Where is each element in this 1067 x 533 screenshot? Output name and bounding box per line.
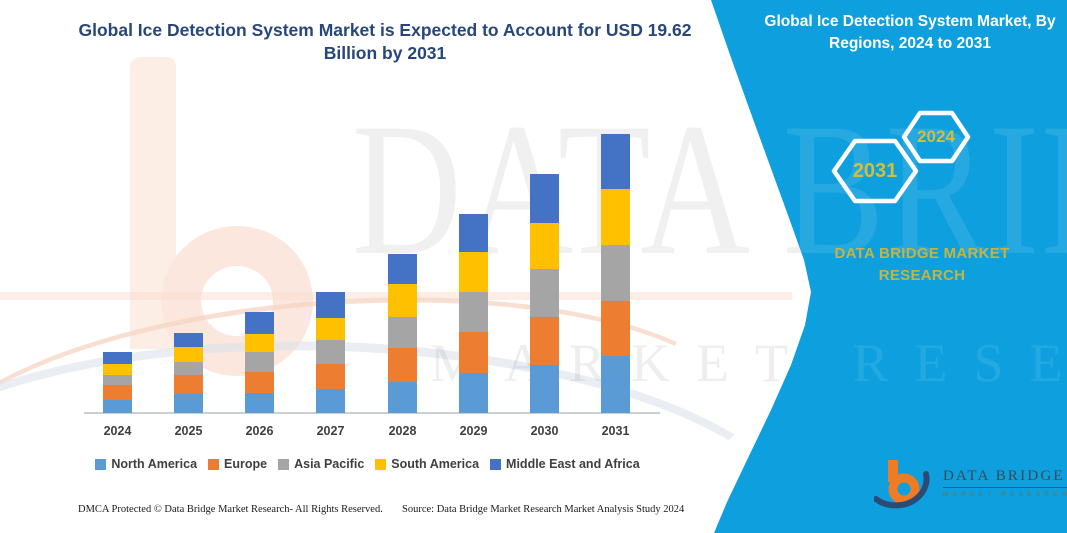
bar-segment-europe-2027 bbox=[316, 364, 345, 389]
company-logo: DATA BRIDGE MARKET RESEARCH bbox=[874, 452, 1067, 514]
bar-segment-middle-east-and-africa-2029 bbox=[459, 214, 488, 253]
legend-item-south-america: South America bbox=[375, 457, 479, 471]
page-title: Global Ice Detection System Market is Ex… bbox=[78, 20, 692, 64]
bar-segment-south-america-2031 bbox=[601, 189, 630, 246]
legend-label-south-america: South America bbox=[391, 457, 480, 471]
x-axis-label-2030: 2030 bbox=[530, 424, 559, 438]
hexagon-2031: 2031 bbox=[831, 136, 919, 206]
legend-swatch-asia-pacific bbox=[278, 458, 290, 470]
bar-segment-south-america-2030 bbox=[530, 222, 559, 269]
panel-brand-line2: RESEARCH bbox=[878, 266, 966, 284]
bar-segment-asia-pacific-2029 bbox=[459, 292, 488, 333]
bar-segment-europe-2029 bbox=[459, 332, 488, 374]
bar-segment-middle-east-and-africa-2028 bbox=[388, 253, 417, 285]
legend-item-north-america: North America bbox=[95, 457, 197, 471]
x-axis-line bbox=[84, 412, 660, 414]
bar-segment-asia-pacific-2028 bbox=[388, 316, 417, 349]
logo-subtitle: MARKET RESEARCH bbox=[943, 491, 1067, 498]
legend-label-middle-east-and-africa: Middle East and Africa bbox=[506, 457, 640, 471]
panel-brand-text: DATA BRIDGE MARKET RESEARCH bbox=[772, 243, 1067, 287]
bar-segment-middle-east-and-africa-2026 bbox=[245, 311, 274, 334]
bar-segment-south-america-2026 bbox=[245, 333, 274, 352]
legend-label-asia-pacific: Asia Pacific bbox=[294, 457, 365, 471]
legend-swatch-middle-east-and-africa bbox=[490, 458, 502, 470]
legend-label-north-america: North America bbox=[111, 457, 198, 471]
bar-segment-europe-2025 bbox=[174, 374, 203, 394]
legend-swatch-north-america bbox=[95, 458, 107, 470]
bar-segment-asia-pacific-2031 bbox=[601, 245, 630, 302]
x-axis-label-2029: 2029 bbox=[459, 424, 488, 438]
bar-segment-middle-east-and-africa-2024 bbox=[103, 351, 132, 365]
hexagon-2031-label: 2031 bbox=[852, 159, 898, 182]
bar-segment-south-america-2029 bbox=[459, 252, 488, 293]
bar-segment-asia-pacific-2024 bbox=[103, 374, 132, 386]
bar-segment-middle-east-and-africa-2031 bbox=[601, 134, 630, 190]
bar-segment-north-america-2030 bbox=[530, 365, 559, 413]
x-axis-label-2028: 2028 bbox=[388, 424, 417, 438]
bar-segment-europe-2026 bbox=[245, 371, 274, 393]
bar-segment-north-america-2026 bbox=[245, 392, 274, 413]
bar-segment-south-america-2028 bbox=[388, 284, 417, 317]
logo-text: DATA BRIDGE MARKET RESEARCH bbox=[943, 468, 1067, 498]
legend-swatch-europe bbox=[208, 458, 220, 470]
bar-segment-south-america-2027 bbox=[316, 318, 345, 340]
x-axis-label-2025: 2025 bbox=[174, 424, 203, 438]
data-bridge-logo-icon bbox=[874, 460, 930, 509]
footer-copyright: DMCA Protected © Data Bridge Market Rese… bbox=[78, 504, 383, 515]
logo-title: DATA BRIDGE bbox=[943, 468, 1067, 488]
hexagon-2024: 2024 bbox=[901, 109, 971, 165]
bar-segment-middle-east-and-africa-2027 bbox=[316, 292, 345, 318]
bar-segment-europe-2028 bbox=[388, 348, 417, 382]
bar-segment-middle-east-and-africa-2030 bbox=[530, 173, 559, 223]
bar-segment-asia-pacific-2026 bbox=[245, 351, 274, 372]
x-axis-label-2026: 2026 bbox=[245, 424, 274, 438]
bar-segment-south-america-2024 bbox=[103, 364, 132, 375]
hexagon-icon bbox=[901, 110, 971, 164]
panel-heading: Global Ice Detection System Market, By R… bbox=[764, 13, 1056, 52]
x-axis-label-2031: 2031 bbox=[601, 424, 630, 438]
legend-item-europe: Europe bbox=[208, 457, 267, 471]
bar-segment-asia-pacific-2027 bbox=[316, 339, 345, 365]
bar-segment-europe-2031 bbox=[601, 301, 630, 357]
legend-swatch-south-america bbox=[375, 458, 387, 470]
x-axis-label-2027: 2027 bbox=[316, 424, 345, 438]
bar-segment-asia-pacific-2030 bbox=[530, 269, 559, 318]
legend-label-europe: Europe bbox=[224, 457, 268, 471]
legend-item-middle-east-and-africa: Middle East and Africa bbox=[490, 457, 640, 471]
bar-segment-north-america-2024 bbox=[103, 400, 132, 413]
bar-segment-north-america-2031 bbox=[601, 356, 630, 413]
bar-segment-north-america-2028 bbox=[388, 381, 417, 413]
legend-item-asia-pacific: Asia Pacific bbox=[278, 457, 364, 471]
bar-segment-north-america-2029 bbox=[459, 373, 488, 413]
chart-legend: North America Europe Asia Pacific South Ame… bbox=[55, 457, 680, 471]
bar-segment-south-america-2025 bbox=[174, 347, 203, 362]
hexagon-icon bbox=[831, 138, 919, 204]
bar-segment-asia-pacific-2025 bbox=[174, 362, 203, 375]
hexagon-2024-label: 2024 bbox=[917, 127, 955, 146]
bar-segment-europe-2024 bbox=[103, 385, 132, 401]
bar-segment-europe-2030 bbox=[530, 317, 559, 365]
footer-source: Source: Data Bridge Market Research Mark… bbox=[402, 504, 685, 515]
bar-segment-middle-east-and-africa-2025 bbox=[174, 333, 203, 348]
panel-brand-line1: DATA BRIDGE MARKET bbox=[834, 245, 1010, 262]
x-axis-label-2024: 2024 bbox=[103, 424, 132, 438]
bar-segment-north-america-2027 bbox=[316, 388, 345, 413]
bar-segment-north-america-2025 bbox=[174, 394, 203, 413]
